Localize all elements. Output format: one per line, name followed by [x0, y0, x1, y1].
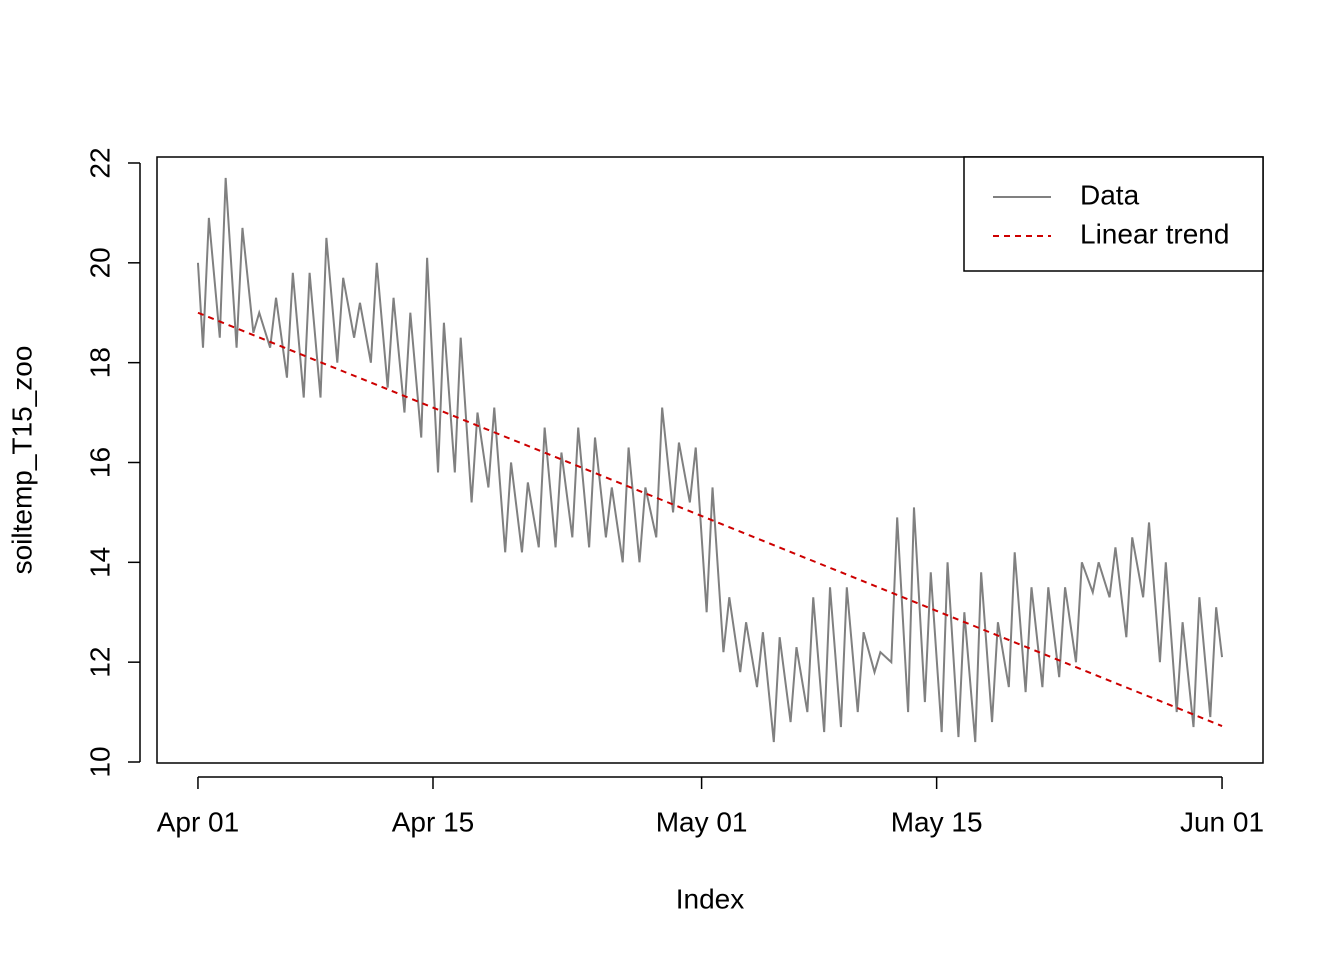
trend-line: [197, 311, 1223, 727]
y-tick-label: 14: [84, 547, 115, 578]
plot-frame: [156, 156, 1264, 764]
legend-box: [963, 156, 1264, 272]
x-tick-label: May 01: [656, 806, 748, 837]
y-tick-label: 16: [84, 447, 115, 478]
legend-label: Data: [1080, 179, 1140, 210]
y-tick-label: 12: [84, 647, 115, 678]
data-line: [196, 177, 1224, 743]
y-tick-label: 20: [84, 247, 115, 278]
x-tick-label: May 15: [891, 806, 983, 837]
y-tick-label: 18: [84, 347, 115, 378]
x-tick-label: Apr 15: [392, 806, 475, 837]
y-tick-label: 10: [84, 746, 115, 777]
legend: Data Linear trend: [963, 156, 1264, 272]
legend-label: Linear trend: [1080, 218, 1229, 249]
x-axis-label: Index: [676, 883, 745, 914]
x-tick-label: Jun 01: [1180, 806, 1264, 837]
x-tick-label: Apr 01: [157, 806, 240, 837]
y-axis-label: soiltemp_T15_zoo: [6, 346, 37, 575]
y-tick-label: 22: [84, 147, 115, 178]
